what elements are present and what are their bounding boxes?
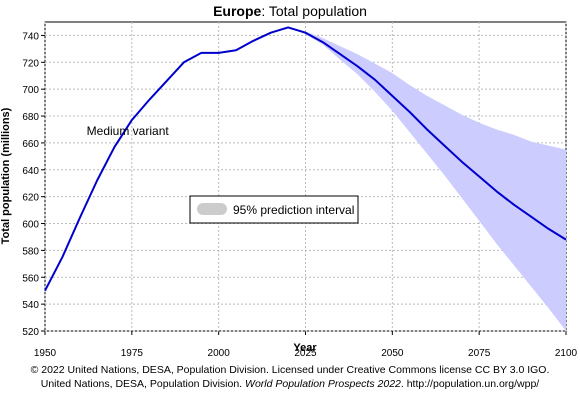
- x-tick-label: 1950: [34, 348, 57, 359]
- y-tick-label: 540: [22, 300, 39, 311]
- annotation-medium-variant: Medium variant: [87, 124, 170, 138]
- legend: 95% prediction interval: [189, 195, 359, 224]
- chart-title: Europe: Total population: [213, 3, 367, 19]
- x-tick-label: 2025: [294, 348, 317, 359]
- chart-title-rest: : Total population: [261, 3, 367, 19]
- y-tick-label: 620: [22, 193, 39, 204]
- y-tick-label: 700: [22, 85, 39, 96]
- y-tick-label: 640: [22, 166, 39, 177]
- x-tick-label: 1975: [121, 348, 144, 359]
- x-axis-label: Year: [293, 342, 317, 354]
- legend-swatch: [197, 203, 227, 215]
- y-tick-label: 720: [22, 58, 39, 69]
- footer-citation-suffix: . http://population.un.org/wpp/: [400, 378, 540, 390]
- series-line-medium-variant: [44, 26, 567, 292]
- y-tick-label: 560: [22, 273, 39, 284]
- legend-label: 95% prediction interval: [233, 203, 354, 217]
- footer-citation-title: World Population Prospects 2022: [245, 378, 401, 390]
- y-tick-label: 660: [22, 139, 39, 150]
- y-tick-label: 520: [22, 327, 39, 338]
- chart-title-region: Europe: [213, 3, 261, 19]
- prediction-interval-band: [288, 27, 566, 332]
- x-tick-labels: 1950 1975 2000 2025 2050 2075 2100: [34, 348, 578, 359]
- y-axis-label: Total population (millions): [0, 107, 12, 244]
- series-layer: [44, 26, 567, 292]
- y-tick-label: 580: [22, 246, 39, 257]
- prediction-interval-layer: [288, 27, 566, 332]
- y-tick-label: 600: [22, 220, 39, 231]
- footer-citation-prefix: United Nations, DESA, Population Divisio…: [40, 378, 246, 390]
- x-tick-label: 2100: [555, 348, 578, 359]
- y-tick-labels: 520 540 560 580 600 620 640 660 680 700 720 740: [22, 31, 39, 338]
- y-tick-label: 680: [22, 112, 39, 123]
- x-tick-label: 2050: [381, 348, 404, 359]
- y-tick-label: 740: [22, 31, 39, 42]
- x-tick-label: 2075: [468, 348, 491, 359]
- footer-citation: United Nations, DESA, Population Divisio…: [0, 378, 580, 391]
- x-tick-label: 2000: [208, 348, 231, 359]
- footer-license: © 2022 United Nations, DESA, Population …: [30, 364, 550, 376]
- population-chart: Europe: Total population 1950 1975 2000 202…: [0, 3, 578, 359]
